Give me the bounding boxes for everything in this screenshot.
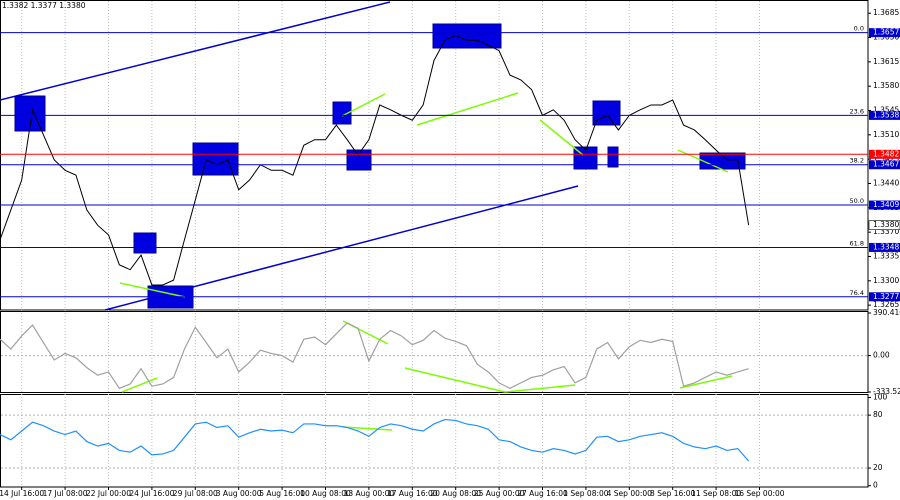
y-tick-label: 0: [873, 481, 878, 490]
fib-label: 23.6: [850, 107, 864, 115]
price-tag-label: 1.3409: [873, 200, 899, 209]
price-tag: [869, 28, 900, 38]
y-tick-label: 1.3440: [873, 178, 899, 187]
x-tick-label: 25 Aug 00:00: [474, 489, 525, 498]
x-tick-label: 8 Sep 16:00: [650, 489, 696, 498]
price-tag: [869, 200, 900, 210]
last-price-tag: [868, 220, 900, 231]
y-tick-label: 20: [873, 463, 883, 472]
divergence-line: [679, 375, 733, 389]
y-tick-label: 1.3615: [873, 57, 899, 66]
fib-label: 0.0: [854, 25, 864, 33]
price-tag: [869, 149, 900, 159]
zone: [607, 146, 619, 168]
fib-label: 76.4: [850, 289, 864, 297]
x-tick-label: 14 Jul 16:00: [0, 489, 44, 498]
y-tick-label: 1.3580: [873, 81, 899, 90]
y-tick-label: 80: [873, 410, 883, 419]
divergence-line: [539, 119, 584, 156]
fib-label: 50.0: [850, 197, 864, 205]
x-tick-label: 13 Aug 00:00: [344, 489, 395, 498]
x-tick-label: 29 Jul 08:00: [173, 489, 218, 498]
y-tick-label: 1.3300: [873, 276, 899, 285]
x-tick-label: 11 Sep 08:00: [691, 489, 741, 498]
x-tick-label: 27 Aug 16:00: [517, 489, 568, 498]
y-tick-label: 1.3545: [873, 106, 899, 115]
x-tick-label: 5 Aug 16:00: [259, 489, 305, 498]
price-tag: [869, 242, 900, 252]
zone: [592, 100, 621, 126]
price-panel-frame: [0, 0, 869, 311]
grid-layer: [1, 1, 868, 486]
last-price-label: 1.3380: [873, 220, 899, 229]
fib-label: 61.8: [850, 239, 864, 247]
x-tick-label: 16 Sep 00:00: [734, 489, 784, 498]
x-tick-label: 10 Aug 08:00: [300, 489, 351, 498]
x-tick-label: 17 Aug 16:00: [387, 489, 438, 498]
y-tick-label: 390.4163: [873, 308, 900, 317]
y-tick-label: -333.522: [873, 387, 900, 396]
y-tick-label: 100: [873, 393, 888, 402]
rsi-panel-frame: [0, 394, 869, 488]
price-tag-label: 1.3538: [873, 110, 899, 119]
divergence-line: [119, 282, 186, 298]
divergence-line: [404, 367, 506, 393]
divergence-line: [416, 92, 519, 126]
zone: [332, 101, 352, 125]
y-tick-label: 1.3265: [873, 300, 899, 309]
zone: [133, 232, 157, 254]
x-tick-label: 20 Aug 08:00: [430, 489, 481, 498]
price-tag-label: 1.3467: [873, 160, 899, 169]
y-tick-label: 0.00: [873, 351, 890, 360]
y-tick-label: 1.3685: [873, 8, 899, 17]
zone: [432, 23, 502, 49]
divergence-line: [342, 426, 393, 431]
zone: [192, 142, 239, 176]
cci-panel-frame: [0, 311, 869, 393]
channel-upper: [0, 1, 391, 101]
series-line: [0, 322, 749, 390]
fib-label: 38.2: [850, 157, 864, 165]
y-tick-label: 1.3510: [873, 130, 899, 139]
price-tag-label: 1.3348: [873, 242, 899, 251]
price-tag-label: 1.3277: [873, 292, 899, 301]
x-tick-label: 1 Sep 08:00: [563, 489, 609, 498]
divergence-line: [341, 93, 386, 117]
x-tick-label: 17 Jul 08:00: [43, 489, 88, 498]
price-tag-label: 1.3657: [873, 28, 899, 37]
series-line: [0, 34, 750, 286]
x-tick-label: 3 Aug 00:00: [216, 489, 262, 498]
series-line: [0, 418, 750, 462]
price-info: 1.3382 1.3377 1.3380: [2, 1, 86, 10]
divergence-line: [677, 149, 729, 173]
y-tick-label: 1.3370: [873, 227, 899, 236]
y-tick-label: 1.3335: [873, 251, 899, 260]
price-tag: [869, 160, 900, 170]
divergence-line: [121, 377, 158, 393]
price-tag: [869, 110, 900, 120]
x-tick-label: 24 Jul 16:00: [129, 489, 174, 498]
price-tag-label: 1.3482: [873, 149, 899, 158]
price-tag: [869, 292, 900, 302]
x-tick-label: 4 Sep 00:00: [607, 489, 653, 498]
x-tick-label: 22 Jul 00:00: [86, 489, 131, 498]
divergence-line: [504, 384, 576, 393]
